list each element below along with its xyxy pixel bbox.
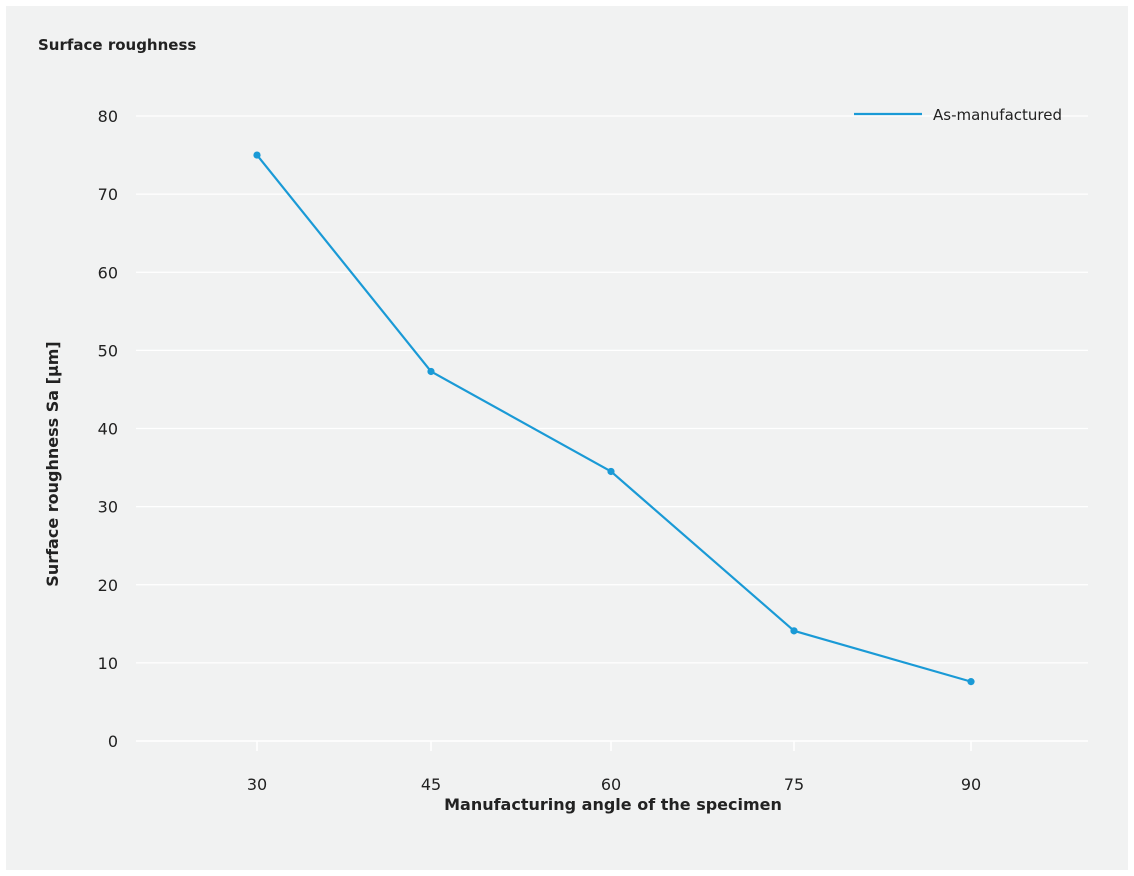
- y-tick-label-40: 40: [98, 420, 118, 439]
- y-tick-label-20: 20: [98, 576, 118, 595]
- x-tick-label-45: 45: [421, 775, 441, 794]
- y-tick-label-60: 60: [98, 263, 118, 282]
- series-layer: [253, 151, 975, 686]
- legend-label: As-manufactured: [933, 106, 1062, 124]
- y-tick-label-0: 0: [108, 732, 118, 751]
- y-tick-label-10: 10: [98, 654, 118, 673]
- chart-title: Surface roughness: [38, 36, 197, 54]
- data-point-60: [607, 467, 615, 476]
- gridlines: [136, 115, 1088, 742]
- data-point-45: [427, 367, 435, 376]
- y-tick-label-30: 30: [98, 498, 118, 517]
- x-axis-ticks: 30 45 60 75 90: [247, 741, 981, 794]
- y-tick-label-50: 50: [98, 341, 118, 360]
- y-axis-ticks: 0 10 20 30 40 50 60 70 80: [98, 107, 118, 751]
- y-tick-label-80: 80: [98, 107, 118, 126]
- x-tick-label-75: 75: [784, 775, 804, 794]
- x-tick-label-90: 90: [961, 775, 981, 794]
- data-point-90: [967, 678, 975, 686]
- x-tick-label-60: 60: [601, 775, 621, 794]
- y-tick-label-70: 70: [98, 185, 118, 204]
- x-axis-title: Manufacturing angle of the specimen: [444, 795, 782, 814]
- data-point-30: [253, 151, 261, 159]
- series-line-0: [256, 154, 972, 683]
- x-tick-label-30: 30: [247, 775, 267, 794]
- legend: As-manufactured: [854, 106, 1062, 124]
- y-axis-title: Surface roughness Sa [µm]: [43, 341, 62, 586]
- chart-panel: [6, 6, 1128, 870]
- data-point-75: [790, 627, 798, 635]
